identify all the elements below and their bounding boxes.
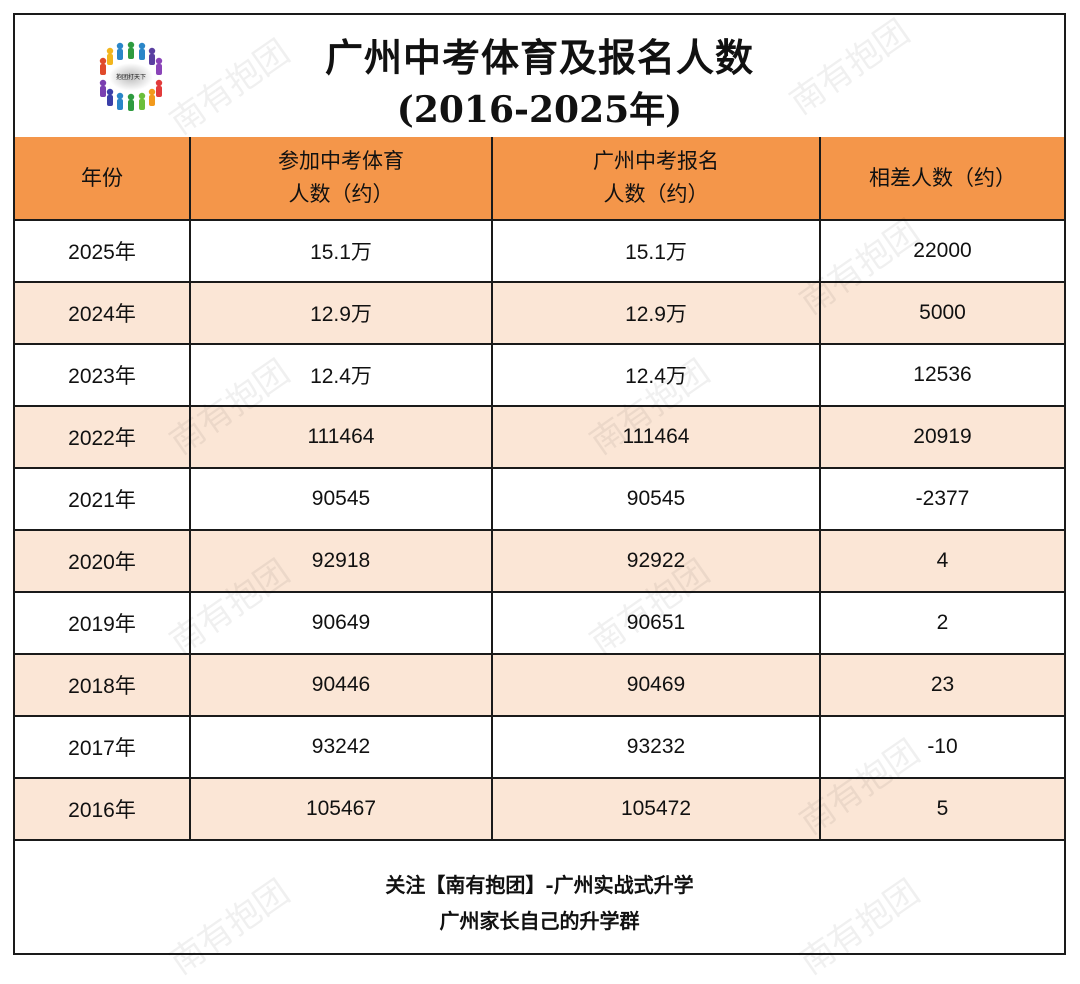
cell-difference: 20919 (819, 405, 1064, 469)
cell-registered-count: 12.4万 (491, 343, 821, 407)
cell-pe-count: 12.9万 (189, 281, 493, 345)
cell-difference: -2377 (819, 467, 1064, 531)
page-subtitle: (2016-2025年) (396, 89, 683, 131)
cell-pe-count: 93242 (189, 715, 493, 779)
cell-year: 2020年 (15, 529, 191, 593)
cell-pe-count: 90446 (189, 653, 493, 717)
header-difference: 相差人数（约） (819, 137, 1064, 221)
cell-year: 2023年 (15, 343, 191, 407)
svg-text:抱团打天下: 抱团打天下 (116, 73, 146, 81)
table-row: 2025年 15.1万 15.1万 22000 (15, 219, 1064, 283)
header-registered-count: 广州中考报名 人数（约） (491, 137, 821, 221)
cell-registered-count: 90651 (491, 591, 821, 655)
table-row: 2021年 90545 90545 -2377 (15, 467, 1064, 531)
cell-difference: -10 (819, 715, 1064, 779)
cell-registered-count: 90545 (491, 467, 821, 531)
title-block: 抱团打天下 广州中考体育及报名人数 (2016-2025年) (15, 15, 1064, 139)
cell-year: 2019年 (15, 591, 191, 655)
table-sheet: 抱团打天下 广州中考体育及报名人数 (2016-2025年) 年份 参加中考体育… (13, 13, 1066, 955)
cell-registered-count: 105472 (491, 777, 821, 841)
cell-year: 2025年 (15, 219, 191, 283)
table-row: 2017年 93242 93232 -10 (15, 715, 1064, 779)
cell-difference: 4 (819, 529, 1064, 593)
table-row: 2016年 105467 105472 5 (15, 777, 1064, 841)
data-table: 年份 参加中考体育 人数（约） 广州中考报名 人数（约） 相差人数（约） 2025年… (15, 137, 1064, 841)
header-row: 年份 参加中考体育 人数（约） 广州中考报名 人数（约） 相差人数（约） (15, 137, 1064, 221)
cell-pe-count: 111464 (189, 405, 493, 469)
cell-difference: 12536 (819, 343, 1064, 407)
cell-difference: 5000 (819, 281, 1064, 345)
table-row: 2018年 90446 90469 23 (15, 653, 1064, 717)
page-title: 广州中考体育及报名人数 (324, 35, 754, 80)
table-row: 2023年 12.4万 12.4万 12536 (15, 343, 1064, 407)
cell-difference: 22000 (819, 219, 1064, 283)
cell-registered-count: 90469 (491, 653, 821, 717)
cell-year: 2016年 (15, 777, 191, 841)
footer-note: 关注【南有抱团】-广州实战式升学 广州家长自己的升学群 (15, 845, 1064, 953)
footer-line-2: 广州家长自己的升学群 (439, 909, 640, 933)
cell-registered-count: 111464 (491, 405, 821, 469)
cell-difference: 5 (819, 777, 1064, 841)
cell-year: 2018年 (15, 653, 191, 717)
cell-pe-count: 15.1万 (189, 219, 493, 283)
header-pe-count: 参加中考体育 人数（约） (189, 137, 493, 221)
cell-pe-count: 90649 (189, 591, 493, 655)
cell-year: 2024年 (15, 281, 191, 345)
table-row: 2020年 92918 92922 4 (15, 529, 1064, 593)
cell-year: 2017年 (15, 715, 191, 779)
cell-pe-count: 12.4万 (189, 343, 493, 407)
cell-pe-count: 92918 (189, 529, 493, 593)
table-row: 2022年 111464 111464 20919 (15, 405, 1064, 469)
cell-registered-count: 92922 (491, 529, 821, 593)
cell-year: 2022年 (15, 405, 191, 469)
cell-registered-count: 12.9万 (491, 281, 821, 345)
cell-registered-count: 93232 (491, 715, 821, 779)
cell-year: 2021年 (15, 467, 191, 531)
table-row: 2024年 12.9万 12.9万 5000 (15, 281, 1064, 345)
table-row: 2019年 90649 90651 2 (15, 591, 1064, 655)
header-year: 年份 (15, 137, 191, 221)
people-circle-logo-icon: 抱团打天下 (93, 37, 169, 113)
cell-pe-count: 90545 (189, 467, 493, 531)
cell-difference: 2 (819, 591, 1064, 655)
cell-pe-count: 105467 (189, 777, 493, 841)
cell-difference: 23 (819, 653, 1064, 717)
cell-registered-count: 15.1万 (491, 219, 821, 283)
footer-line-1: 关注【南有抱团】-广州实战式升学 (385, 873, 694, 897)
